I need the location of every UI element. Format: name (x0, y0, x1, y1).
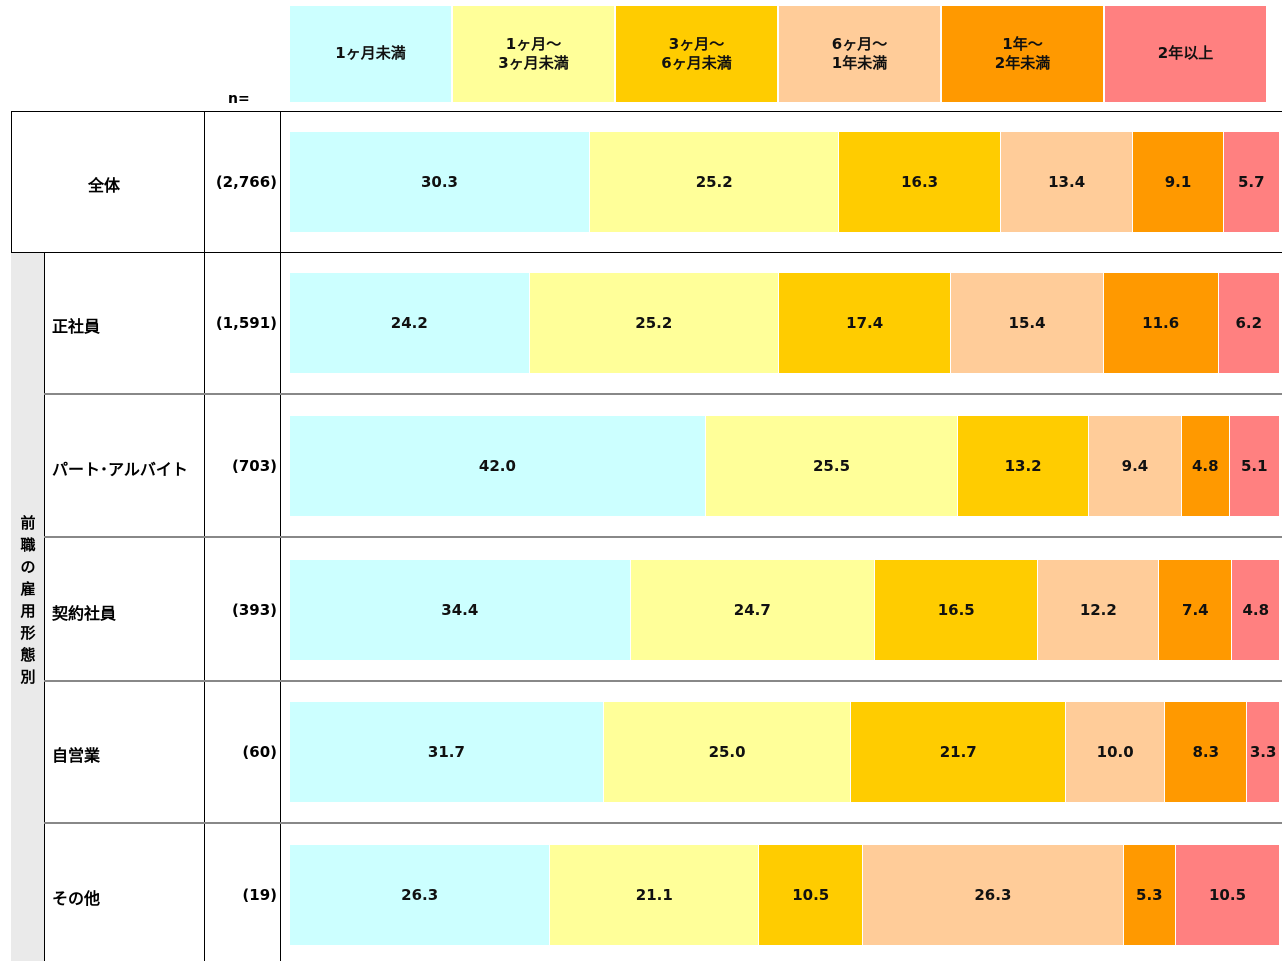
bar-segment: 11.6 (1103, 273, 1219, 373)
row-separator (44, 393, 1282, 395)
row-n: (19) (242, 886, 277, 904)
row-label: 全体 (88, 176, 121, 195)
row-n: (60) (242, 743, 277, 761)
row-label: 正社員 (52, 317, 101, 336)
bar-segment: 17.4 (779, 273, 952, 373)
bar-segment: 5.3 (1123, 845, 1177, 945)
row-n: (703) (231, 457, 277, 475)
bar-segment: 25.2 (589, 132, 840, 232)
bar-segment: 25.0 (603, 702, 852, 802)
group-shade (11, 253, 44, 961)
row-label: 契約社員 (52, 604, 117, 623)
bar-segment: 24.2 (290, 273, 530, 373)
bar-segment: 26.3 (863, 845, 1124, 945)
bar-segment: 5.7 (1223, 132, 1280, 232)
row-label: 自営業 (52, 746, 101, 765)
bar-segment: 25.2 (529, 273, 780, 373)
legend-item-2: 3ヶ月～ 6ヶ月未満 (616, 6, 777, 102)
bar-segment: 7.4 (1159, 560, 1233, 660)
legend-item-5: 2年以上 (1105, 6, 1266, 102)
group-label: 前 職 の 雇 用 形 態 別 (20, 514, 36, 686)
legend-item-3: 6ヶ月～ 1年未満 (779, 6, 940, 102)
row-n: (393) (231, 601, 277, 619)
legend-item-0: 1ヶ月未満 (290, 6, 451, 102)
bar-segment: 42.0 (290, 416, 706, 516)
row-separator (44, 822, 1282, 824)
bar-segment: 8.3 (1165, 702, 1248, 802)
row-n: (1,591) (215, 314, 277, 332)
bar-segment: 21.1 (550, 845, 760, 945)
legend-item-4: 1年～ 2年未満 (942, 6, 1103, 102)
bar-segment: 16.3 (839, 132, 1001, 232)
bar-segment: 10.0 (1066, 702, 1166, 802)
bar-segment: 25.5 (705, 416, 959, 516)
n-header: n= (228, 91, 250, 107)
bar-segment: 34.4 (290, 560, 631, 660)
row-separator (44, 680, 1282, 682)
frame-mid-line (11, 252, 1282, 253)
bar-segment: 16.5 (875, 560, 1039, 660)
bar-segment: 3.3 (1247, 702, 1280, 802)
bar-segment: 21.7 (851, 702, 1067, 802)
bar-segment: 9.1 (1133, 132, 1224, 232)
bar-segment: 30.3 (290, 132, 590, 232)
bar-segment: 10.5 (759, 845, 864, 945)
frame-top-line (11, 111, 1282, 112)
row-separator (44, 536, 1282, 538)
bar-segment: 13.4 (1000, 132, 1134, 232)
legend-item-1: 1ヶ月～ 3ヶ月未満 (453, 6, 614, 102)
bar-segment: 26.3 (290, 845, 551, 945)
bar-segment: 10.5 (1176, 845, 1280, 945)
bar-segment: 4.8 (1232, 560, 1280, 660)
row-label: パート･アルバイト (52, 460, 188, 479)
group-divider-line (44, 253, 45, 961)
bar-segment: 31.7 (290, 702, 604, 802)
row-n: (2,766) (215, 173, 277, 191)
bar-segment: 9.4 (1088, 416, 1182, 516)
bar-segment: 12.2 (1038, 560, 1160, 660)
bar-segment: 24.7 (630, 560, 876, 660)
bar-segment: 4.8 (1181, 416, 1230, 516)
bar-segment: 5.1 (1229, 416, 1280, 516)
bar-segment: 6.2 (1218, 273, 1280, 373)
row-label: その他 (52, 889, 101, 908)
bar-segment: 13.2 (958, 416, 1089, 516)
bar-segment: 15.4 (951, 273, 1104, 373)
